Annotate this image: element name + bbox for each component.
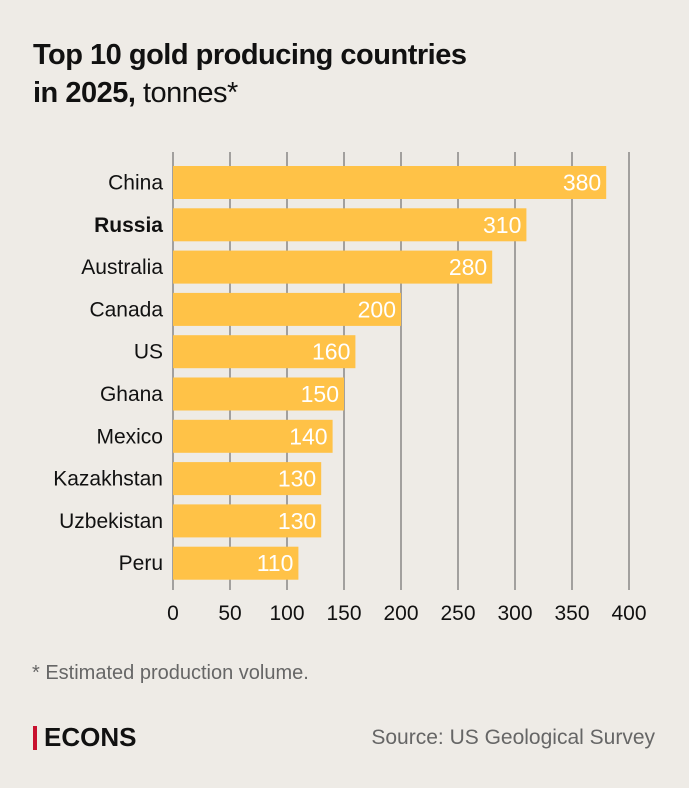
category-label: Canada [89,298,163,321]
category-label: Mexico [96,425,163,448]
bar-value-label: 160 [312,339,350,365]
category-label: Uzbekistan [59,510,163,533]
bar-value-label: 130 [278,466,316,492]
x-tick-label: 200 [383,602,418,625]
x-tick-label: 250 [440,602,475,625]
title-unit: tonnes* [135,77,238,109]
title-line-1: Top 10 gold producing countries [33,39,467,71]
bar [173,377,344,411]
source-note: Source: US Geological Survey [371,726,655,749]
footnote: * Estimated production volume. [32,662,309,684]
x-tick-label: 150 [326,602,361,625]
bar-value-label: 140 [289,423,327,449]
bar [173,462,322,496]
category-label: Kazakhstan [53,468,163,491]
bar-chart: 0 50 100 150 200 250 300 350 400 380 China 310 Russi… [53,152,647,625]
x-tick-label: 400 [611,602,646,625]
category-label: Ghana [100,383,163,406]
category-label: Peru [119,552,163,575]
bar [173,335,356,369]
bar [173,419,333,453]
bar-value-label: 110 [257,550,294,576]
x-tick-label: 0 [167,602,179,625]
x-tick-label: 350 [554,602,589,625]
bar-value-label: 200 [358,296,396,322]
category-label: Australia [81,256,163,279]
bar [173,166,607,199]
bar [173,546,299,580]
brand-accent-bar [33,725,37,750]
category-label: US [134,341,163,364]
bar-value-label: 380 [563,170,601,196]
bar-value-label: 310 [483,212,521,238]
chart-title: Top 10 gold producing countries in 2025,… [33,36,467,112]
category-label: Russia [94,214,163,237]
x-tick-label: 100 [269,602,304,625]
bar [173,208,527,242]
x-tick-label: 50 [218,602,241,625]
x-tick-label: 300 [497,602,532,625]
brand-logo: ECONS [33,722,136,753]
category-label: China [108,172,163,195]
bar [173,292,401,326]
bar [173,250,493,284]
bar-value-label: 130 [278,508,316,534]
title-line-2: in 2025, tonnes* [33,77,238,109]
bar-value-label: 150 [301,381,339,407]
bar [173,504,322,538]
bar-value-label: 280 [449,254,487,280]
